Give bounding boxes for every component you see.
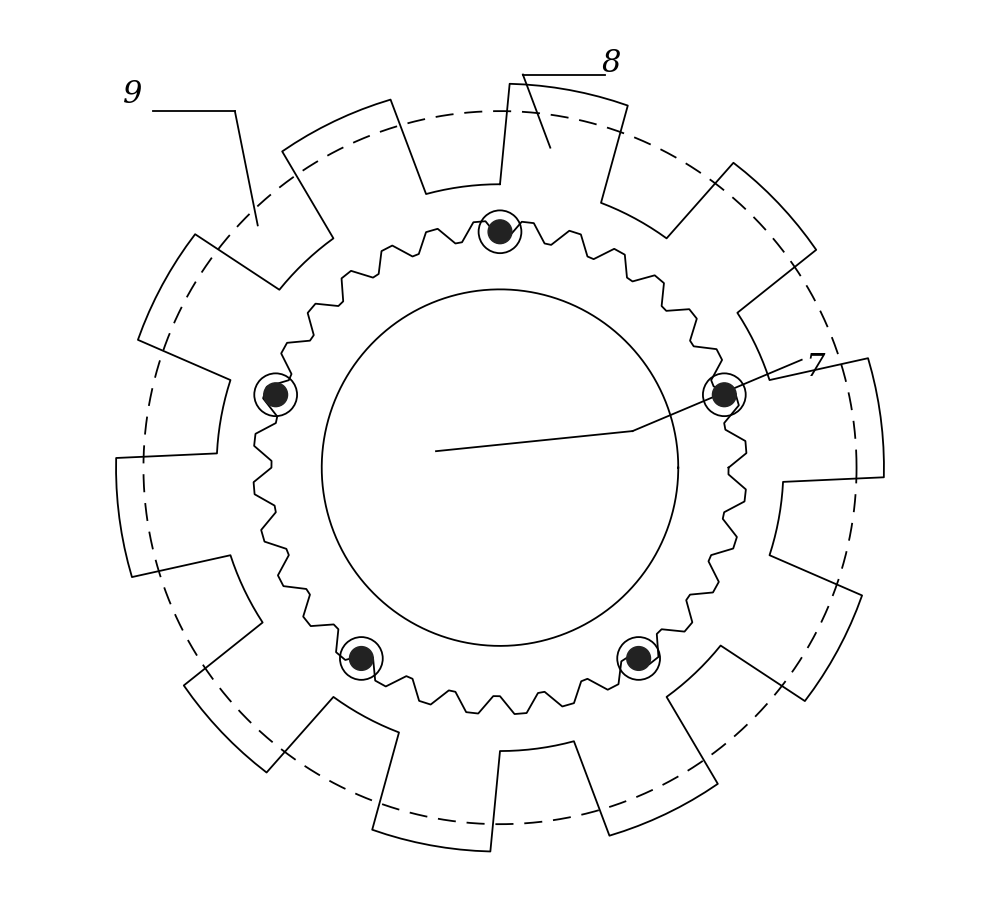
Circle shape	[349, 646, 373, 670]
Text: 7: 7	[806, 351, 825, 382]
Text: 9: 9	[123, 79, 142, 110]
Circle shape	[712, 383, 736, 406]
Text: 8: 8	[602, 48, 621, 79]
Circle shape	[264, 383, 288, 406]
Circle shape	[488, 220, 512, 244]
Circle shape	[627, 646, 651, 670]
